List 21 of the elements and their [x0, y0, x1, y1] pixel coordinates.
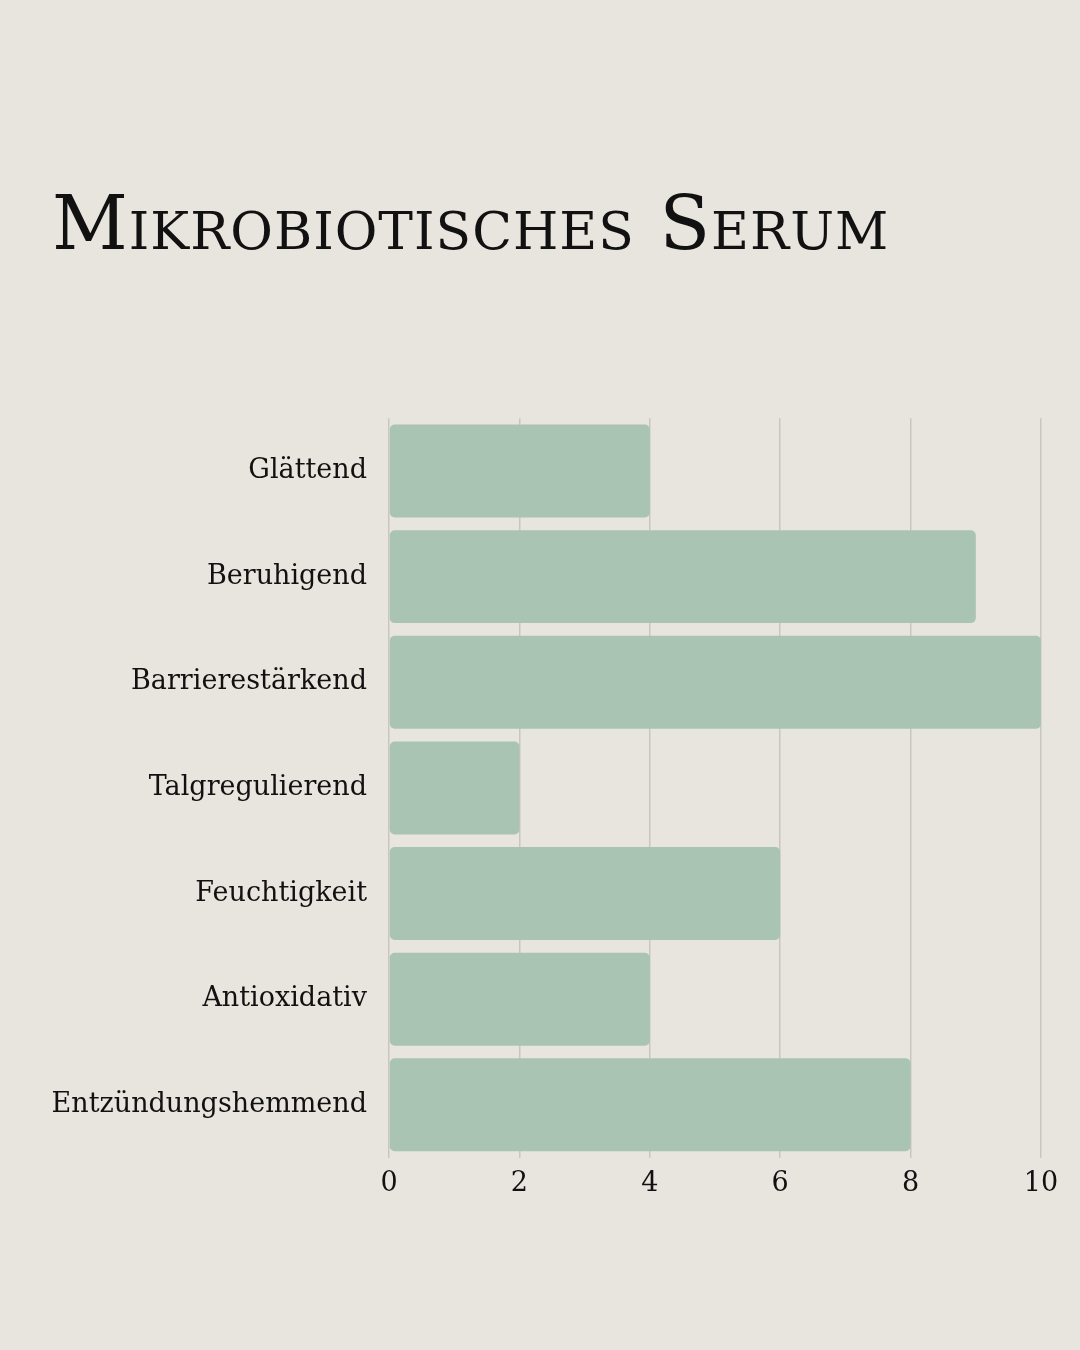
bar: [389, 952, 650, 1046]
x-tick-label: 8: [902, 1165, 920, 1197]
bar: [389, 530, 976, 624]
bar: [389, 635, 1041, 729]
chart-title: Mikrobiotisches Serum: [52, 180, 890, 266]
x-tick-label: 2: [510, 1165, 528, 1197]
y-tick-label: Talgregulierend: [148, 769, 367, 801]
bar: [389, 847, 781, 941]
y-tick-label: Entzündungshemmend: [51, 1086, 367, 1118]
x-tick-label: 6: [771, 1165, 789, 1197]
bar: [389, 741, 520, 835]
y-tick-label: Glättend: [248, 453, 367, 485]
bar: [389, 424, 650, 518]
y-tick-label: Barrierestärkend: [131, 664, 367, 696]
bar: [389, 1058, 911, 1152]
y-tick-label: Feuchtigkeit: [195, 875, 368, 907]
x-tick-label: 0: [380, 1165, 398, 1197]
y-tick-label: Beruhigend: [206, 558, 367, 590]
y-tick-label: Antioxidativ: [201, 981, 368, 1013]
x-tick-label: 10: [1023, 1165, 1059, 1197]
x-tick-label: 4: [641, 1165, 659, 1197]
